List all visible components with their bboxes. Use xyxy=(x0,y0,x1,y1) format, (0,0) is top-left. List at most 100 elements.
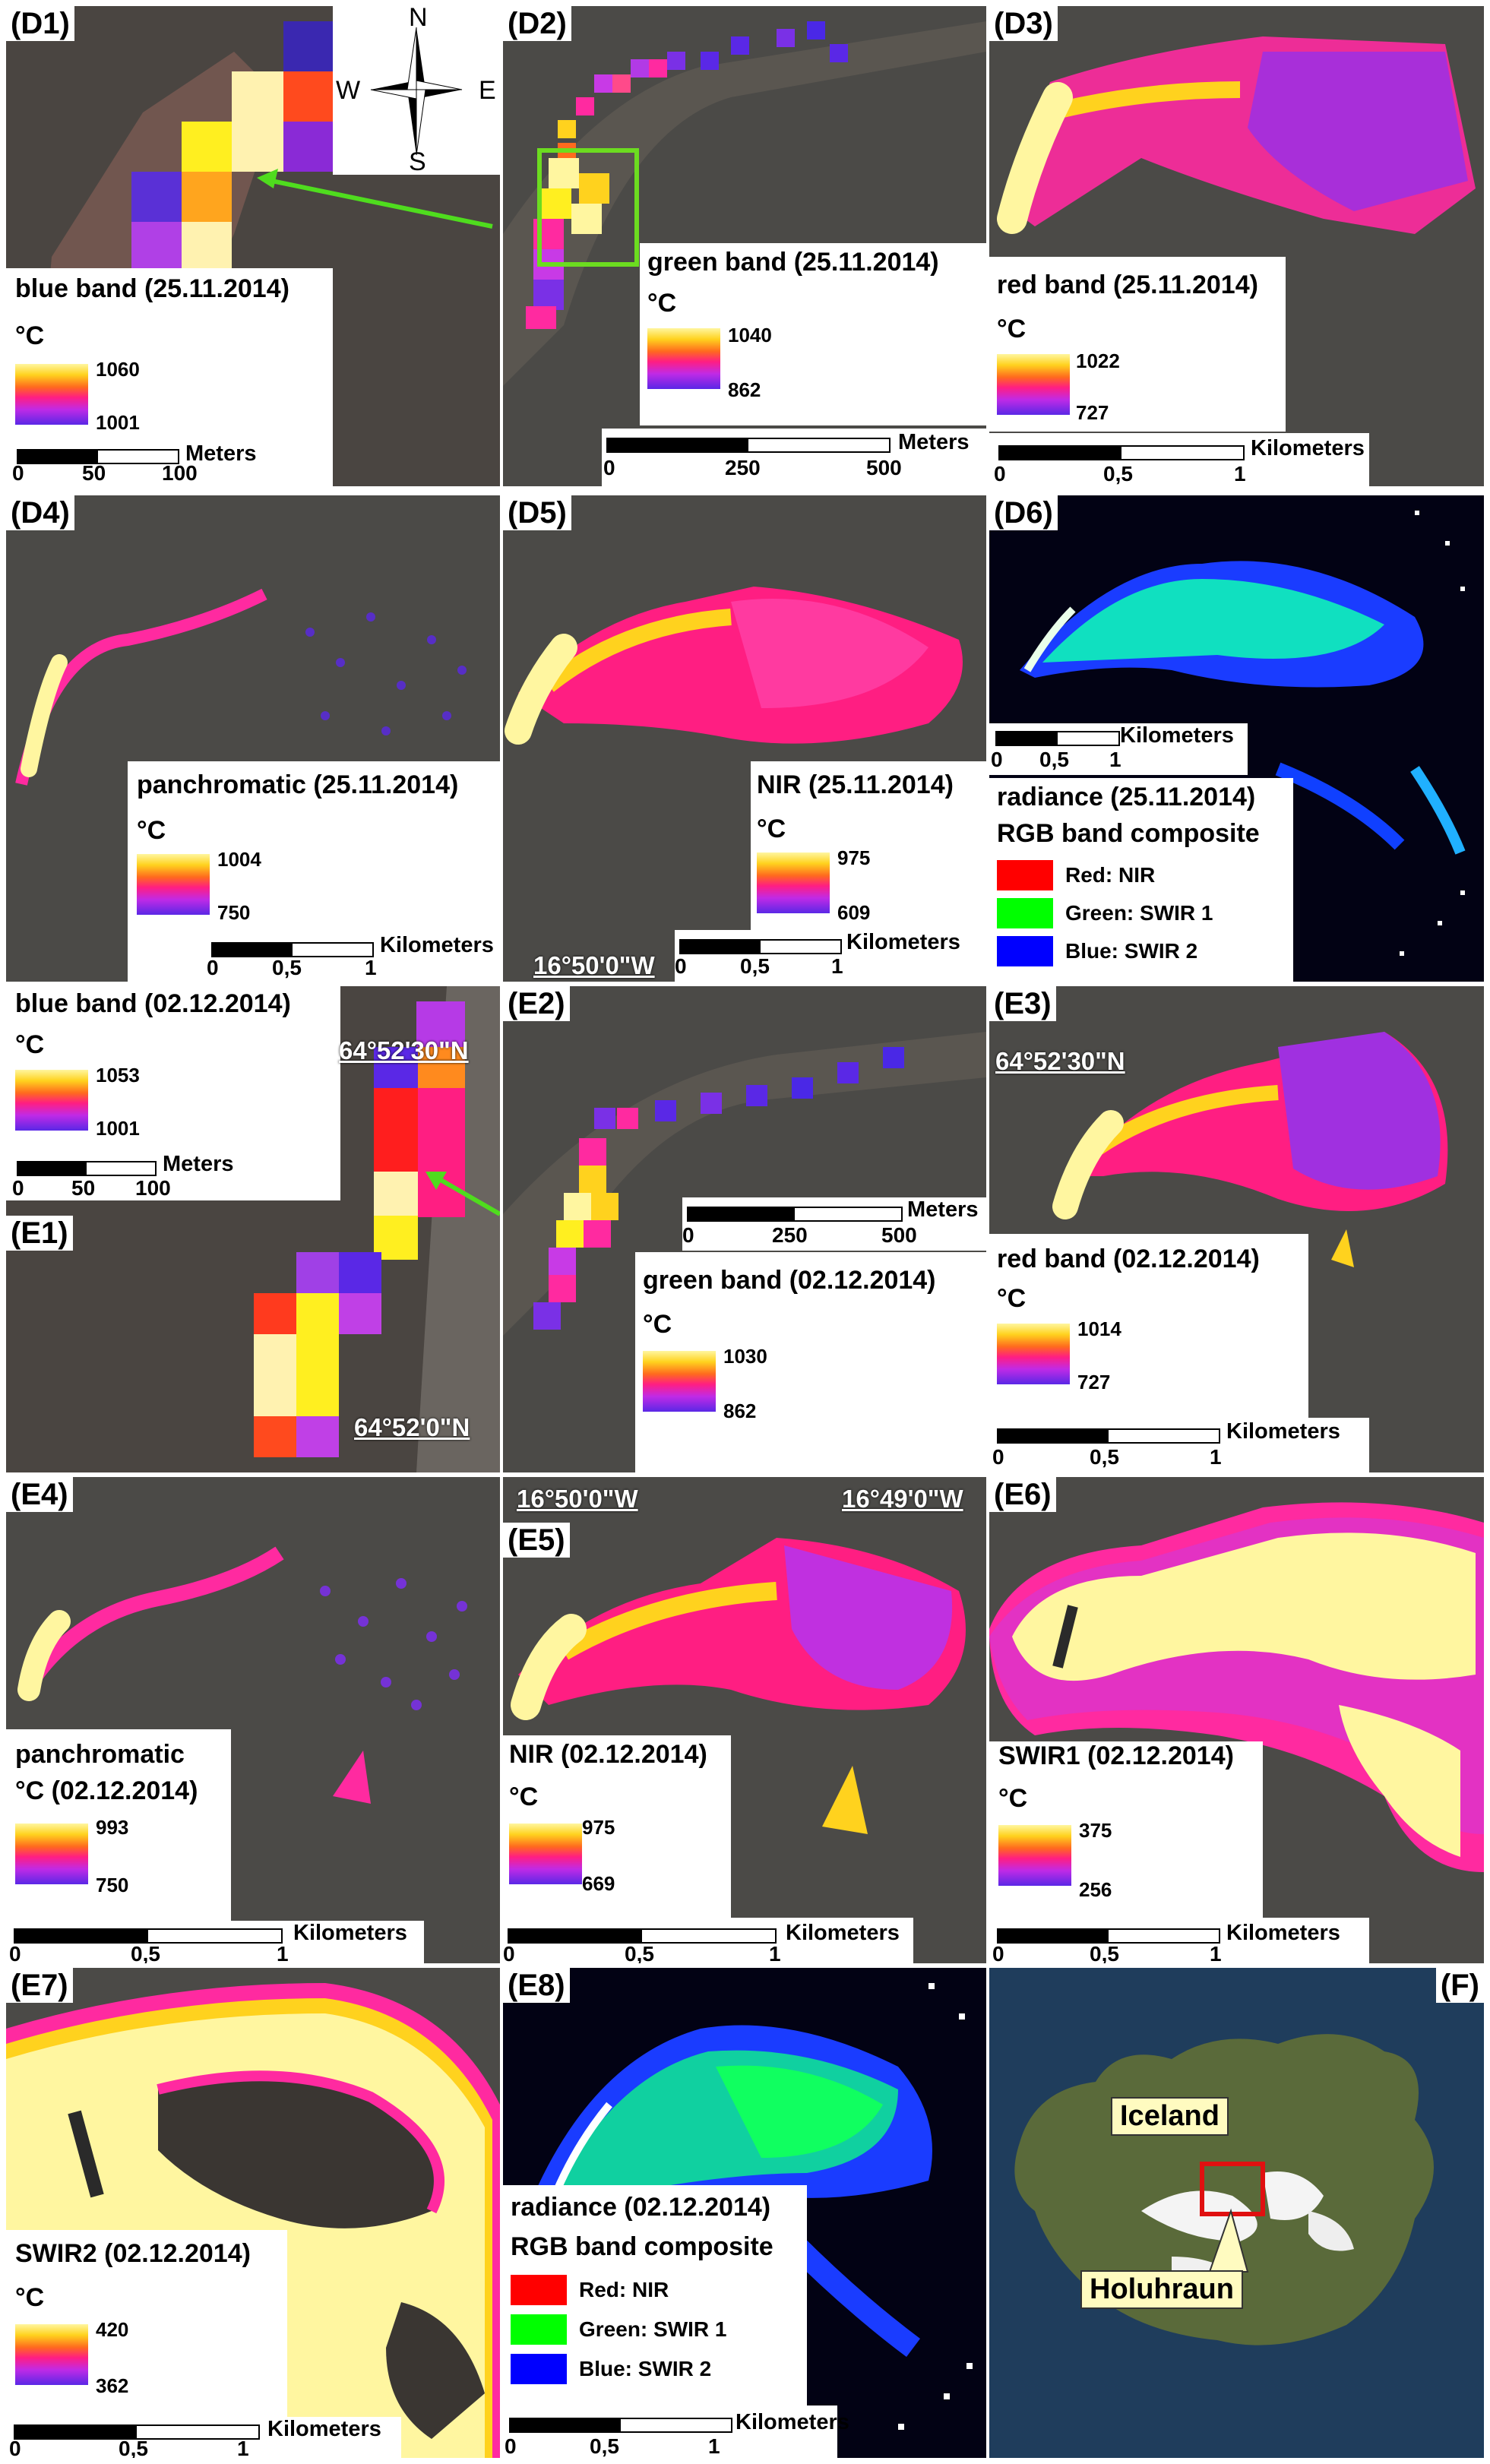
scale-tick: 1 xyxy=(237,2437,249,2458)
scale-bar xyxy=(995,731,1120,746)
scalebar-box: Kilometers 0 0,5 1 xyxy=(503,1918,913,1963)
legend-title: panchromatic (25.11.2014) xyxy=(137,770,459,799)
compass-w: W xyxy=(336,76,361,105)
panel-label: (E1) xyxy=(6,1216,73,1251)
panel-e1: blue band (02.12.2014) °C 1053 1001 Mete… xyxy=(6,986,500,1472)
legend-swatch-blue xyxy=(997,936,1053,966)
legend-label-red: Red: NIR xyxy=(1065,863,1156,887)
panel-f: (F) Iceland Holuhraun xyxy=(989,1968,1484,2458)
scale-bar xyxy=(17,449,179,464)
legend-min: 669 xyxy=(582,1872,615,1895)
legend-swatch-green xyxy=(997,898,1053,928)
scale-unit: Meters xyxy=(185,441,257,466)
scale-unit: Kilometers xyxy=(846,930,960,954)
scalebar-box: Kilometers 0 0,5 1 xyxy=(6,2417,401,2458)
scale-tick: 0 xyxy=(682,1223,694,1247)
legend-max: 975 xyxy=(582,1816,615,1839)
e3-map xyxy=(989,986,1484,1472)
scale-unit: Kilometers xyxy=(1226,1921,1340,1945)
scale-tick: 1 xyxy=(831,954,843,978)
scalebar-box: Kilometers 0 0,5 1 xyxy=(675,930,986,982)
legend-min: 750 xyxy=(96,1874,129,1896)
legend-min: 750 xyxy=(217,901,251,924)
scale-tick: 1 xyxy=(1210,1445,1222,1469)
scale-tick: 0,5 xyxy=(740,954,770,978)
compass-s: S xyxy=(409,147,426,176)
e6-map xyxy=(989,1477,1484,1963)
legend-title: green band (25.11.2014) xyxy=(647,248,939,277)
color-ramp xyxy=(997,1324,1070,1384)
scale-tick: 100 xyxy=(162,461,198,485)
legend-swatch-red xyxy=(997,860,1053,890)
color-ramp xyxy=(757,852,830,913)
panel-e5: 16°50'0"W 16°49'0"W (E5) NIR (02.12.2014… xyxy=(503,1477,986,1963)
scale-bar xyxy=(211,942,374,957)
legend-unit: °C xyxy=(137,816,166,845)
scale-tick: 0 xyxy=(992,1942,1004,1963)
panel-e3: (E3) 64°52'30"N red band (02.12.2014) °C… xyxy=(989,986,1484,1472)
legend-swatch-blue xyxy=(511,2354,567,2384)
scale-unit: Kilometers xyxy=(1226,1419,1340,1444)
compass-icon xyxy=(370,27,463,156)
legend-box: red band (02.12.2014) °C 1014 727 xyxy=(989,1234,1308,1418)
scale-unit: Kilometers xyxy=(293,1921,407,1945)
legend-title: SWIR1 (02.12.2014) xyxy=(998,1741,1234,1770)
legend-box: NIR (02.12.2014) °C 975 669 xyxy=(503,1735,731,1918)
panel-label: (D3) xyxy=(989,6,1058,41)
legend-unit: °C xyxy=(757,814,786,843)
panel-label: (E7) xyxy=(6,1968,73,2003)
legend-label-blue: Blue: SWIR 2 xyxy=(1065,939,1198,963)
color-ramp xyxy=(509,1823,582,1884)
panel-d3: (D3) red band (25.11.2014) °C 1022 727 K… xyxy=(989,6,1484,486)
scale-bar xyxy=(679,939,842,954)
scale-unit: Meters xyxy=(898,430,970,454)
scale-tick: 0 xyxy=(9,1942,21,1963)
site-label: Holuhraun xyxy=(1080,2270,1243,2309)
scale-unit: Kilometers xyxy=(267,2417,381,2441)
coord-latitude: 64°52'30"N xyxy=(995,1047,1125,1075)
legend-box: panchromatic °C (02.12.2014) 993 750 xyxy=(6,1729,231,1921)
scalebar-box: Kilometers 0 0,5 1 xyxy=(989,723,1248,775)
scale-tick: 0 xyxy=(505,2434,517,2458)
scale-bar xyxy=(17,1161,157,1176)
legend-unit: °C xyxy=(998,1784,1028,1813)
panel-label: (E5) xyxy=(503,1523,570,1558)
legend-max: 1040 xyxy=(728,324,772,346)
scale-tick: 1 xyxy=(1109,748,1121,771)
color-ramp xyxy=(643,1351,716,1412)
panel-label: (E6) xyxy=(989,1477,1056,1512)
scale-bar xyxy=(509,2418,732,2433)
legend-max: 975 xyxy=(837,846,871,869)
scalebar-box: Kilometers 0 0,5 1 xyxy=(989,433,1369,486)
legend-title: radiance (25.11.2014) xyxy=(997,783,1256,811)
scalebar-box: Kilometers 0 0,5 1 xyxy=(989,1918,1369,1963)
legend-min: 362 xyxy=(96,2374,129,2397)
scale-bar xyxy=(687,1207,903,1222)
legend-unit: °C xyxy=(15,2283,45,2312)
panel-e4: (E4) panchromatic °C (02.12.2014) 993 75… xyxy=(6,1477,500,1963)
scale-tick: 250 xyxy=(772,1223,808,1247)
panel-label: (E3) xyxy=(989,986,1056,1021)
legend-box: blue band (25.11.2014) °C 1060 1001 Mete… xyxy=(6,268,333,486)
coord-longitude: 16°50'0"W xyxy=(533,951,655,979)
coord-longitude-left: 16°50'0"W xyxy=(517,1485,638,1513)
scale-tick: 0 xyxy=(994,462,1006,486)
legend-box: panchromatic (25.11.2014) °C 1004 750 Ki… xyxy=(128,761,500,982)
legend-min: 256 xyxy=(1079,1878,1112,1901)
panel-label: (E2) xyxy=(503,986,570,1021)
scale-bar xyxy=(997,1428,1220,1444)
legend-box: red band (25.11.2014) °C 1022 727 xyxy=(989,257,1286,432)
scale-bar xyxy=(14,2424,260,2440)
scale-tick: 0,5 xyxy=(131,1942,160,1963)
legend-max: 1004 xyxy=(217,848,261,871)
panel-label: (D4) xyxy=(6,495,74,530)
legend-unit: °C xyxy=(643,1310,672,1339)
scale-tick: 0,5 xyxy=(1039,748,1069,771)
scale-tick: 0 xyxy=(503,1942,515,1963)
legend-min: 727 xyxy=(1076,401,1109,424)
panel-e7: (E7) SWIR2 (02.12.2014) °C 420 362 Kilom… xyxy=(6,1968,500,2458)
scale-tick: 0,5 xyxy=(272,956,302,979)
legend-max: 420 xyxy=(96,2318,129,2341)
legend-title: NIR (25.11.2014) xyxy=(757,770,954,799)
legend-unit: °C xyxy=(647,289,677,318)
